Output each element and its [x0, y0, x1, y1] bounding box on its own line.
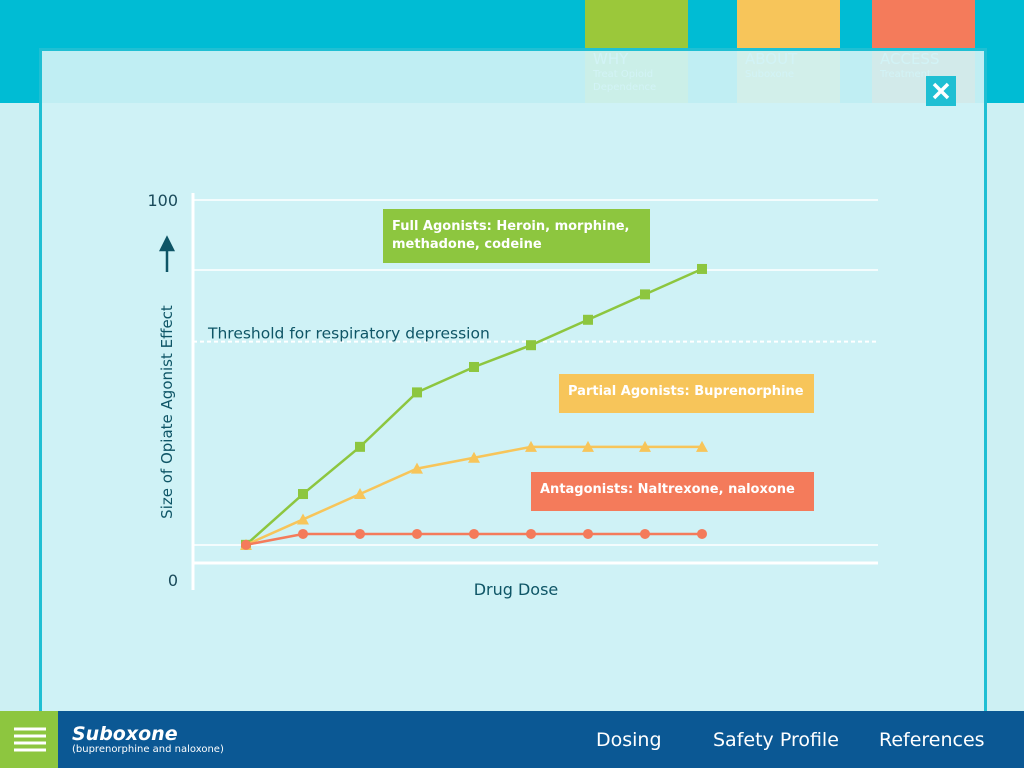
modal	[39, 48, 987, 726]
y-tick-label: 0	[168, 571, 178, 590]
marker	[355, 441, 365, 452]
marker	[297, 513, 309, 525]
marker	[526, 340, 536, 351]
marker	[412, 387, 422, 398]
marker	[241, 539, 251, 550]
brand-subtitle: (buprenorphine and naloxone)	[72, 744, 224, 755]
series-label: Partial Agonists: Buprenorphine	[559, 374, 814, 413]
marker	[697, 263, 707, 274]
x-axis-label: Drug Dose	[474, 580, 559, 599]
marker	[582, 440, 594, 452]
marker	[298, 489, 308, 500]
marker	[412, 528, 422, 539]
brand: Suboxone	[72, 723, 178, 745]
close-button[interactable]	[926, 76, 956, 106]
marker	[640, 289, 650, 300]
nav-link[interactable]: Safety Profile	[713, 729, 839, 751]
y-axis-arrow	[158, 235, 176, 272]
series-label: Antagonists: Naltrexone, naloxone	[531, 472, 814, 511]
marker	[411, 462, 423, 474]
menu-icon	[14, 727, 46, 752]
menu-button[interactable]	[0, 711, 58, 768]
threshold-label: Threshold for respiratory depression	[207, 325, 490, 343]
footer: Suboxone (buprenorphine and naloxone) Do…	[0, 711, 1024, 768]
marker	[469, 528, 479, 539]
marker	[639, 440, 651, 452]
nav-link[interactable]: Dosing	[596, 729, 662, 751]
marker	[526, 528, 536, 539]
marker	[640, 528, 650, 539]
marker	[298, 528, 308, 539]
marker	[583, 314, 593, 325]
marker	[355, 528, 365, 539]
nav-link[interactable]: References	[879, 729, 985, 751]
y-axis-label: Size of Opiate Agonist Effect	[158, 305, 176, 519]
close-icon	[932, 82, 950, 100]
series-label: Full Agonists: Heroin, morphine, methado…	[383, 209, 650, 263]
marker	[469, 361, 479, 372]
marker	[697, 528, 707, 539]
marker	[583, 528, 593, 539]
marker	[696, 440, 708, 452]
marker	[525, 440, 537, 452]
marker	[468, 451, 480, 463]
y-tick-label: 100	[147, 191, 178, 210]
marker	[354, 488, 366, 500]
